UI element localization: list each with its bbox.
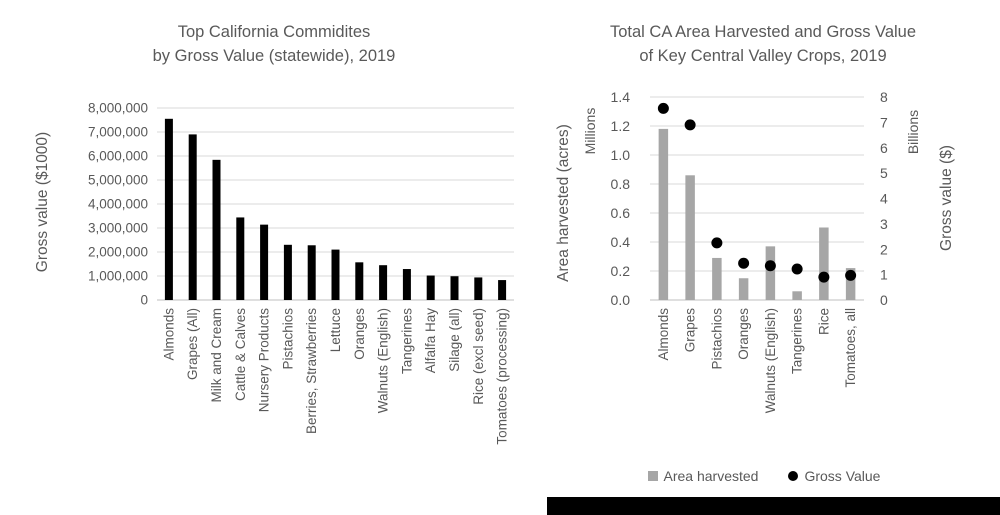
- right-tick-label: 2: [880, 241, 888, 257]
- bar: [283, 244, 292, 300]
- category-label: Walnuts (English): [763, 308, 778, 413]
- bar: [355, 262, 364, 300]
- bar: [307, 245, 316, 300]
- category-label: Rice: [816, 308, 831, 335]
- right-chart-title-line-1: Total CA Area Harvested and Gross Value: [609, 23, 917, 41]
- right-chart-title-line-2: of Key Central Valley Crops, 2019: [639, 47, 887, 65]
- bar: [450, 276, 459, 300]
- bar: [188, 134, 197, 300]
- area-harvested-bar: [845, 268, 856, 300]
- right-tick-label: 3: [880, 216, 888, 232]
- bar: [474, 277, 483, 300]
- y-tick-label: 7,000,000: [88, 125, 148, 140]
- left-tick-label: 1.2: [611, 118, 631, 134]
- area-harvested-bar: [738, 278, 749, 300]
- right-tick-label: 1: [880, 267, 888, 283]
- area-harvested-square-marker: [647, 471, 658, 481]
- left-tick-label: 0.4: [611, 234, 631, 250]
- bar: [212, 159, 221, 300]
- area-harvested-bar: [712, 257, 722, 300]
- gross-value-dot: [818, 271, 830, 283]
- left-tick-label: 0.8: [611, 176, 631, 192]
- y-tick-label: 6,000,000: [88, 149, 148, 164]
- category-label: Tomatoes, all: [843, 308, 858, 388]
- category-label: Grapes: [683, 308, 698, 353]
- category-label: Lettuce: [328, 308, 343, 352]
- right-tick-label: 4: [880, 191, 888, 207]
- right-tick-label: 5: [880, 165, 888, 181]
- category-label: Walnuts (English): [376, 308, 391, 413]
- gross-value-circle-marker: [788, 471, 799, 481]
- bar: [498, 280, 507, 300]
- right-chart-legend: Area harvested Gross Value: [534, 466, 994, 486]
- left-chart-title: Top California Commidites by Gross Value…: [94, 20, 454, 68]
- category-label: Tomatoes (processing): [495, 308, 510, 445]
- bar: [164, 118, 173, 300]
- category-label: Alfalfa Hay: [423, 308, 438, 374]
- category-label: Almonds: [161, 308, 176, 361]
- area-harvested-bar: [685, 175, 695, 300]
- gross-value-dot: [738, 257, 750, 269]
- category-label: Almonds: [656, 308, 671, 361]
- y-tick-label: 2,000,000: [88, 245, 148, 260]
- category-label: Cattle & Calves: [233, 308, 248, 401]
- bar: [260, 224, 269, 300]
- gross-value-dot: [764, 260, 776, 272]
- legend-item-gross-value: Gross Value: [788, 468, 880, 484]
- left-tick-label: 0.6: [611, 205, 631, 221]
- area-harvested-bar: [765, 246, 776, 300]
- area-harvested-bar: [658, 128, 669, 300]
- legend-item-area-harvested: Area harvested: [647, 468, 759, 484]
- y-tick-label: 8,000,000: [88, 101, 148, 116]
- gross-value-dot: [711, 237, 723, 249]
- left-tick-label: 1.0: [611, 147, 631, 163]
- category-label: Pistachios: [280, 308, 295, 370]
- y-tick-label: 5,000,000: [88, 173, 148, 188]
- y-tick-label: 1,000,000: [88, 269, 148, 284]
- bar: [402, 269, 411, 300]
- legend-label-gross-value: Gross Value: [804, 468, 881, 484]
- category-label: Milk and Cream: [209, 308, 224, 403]
- area-harvested-bar: [792, 291, 802, 300]
- left-chart-title-line-2: by Gross Value (statewide), 2019: [152, 47, 396, 65]
- left-tick-label: 1.4: [611, 89, 631, 105]
- left-tick-label: 0.0: [611, 292, 631, 308]
- category-label: Pistachios: [709, 308, 724, 370]
- right-tick-label: 6: [880, 140, 888, 156]
- bar: [331, 249, 340, 300]
- bar: [236, 217, 245, 300]
- black-redaction-bar: [547, 497, 1000, 515]
- category-label: Berries, Strawberries: [304, 308, 319, 434]
- right-tick-label: 0: [880, 292, 888, 308]
- right-tick-label: 7: [880, 114, 888, 130]
- bar: [426, 275, 435, 300]
- category-label: Tangerines: [399, 308, 414, 374]
- left-chart-title-line-1: Top California Commidites: [177, 23, 371, 41]
- category-label: Oranges: [736, 308, 751, 360]
- category-label: Rice (excl seed): [471, 308, 486, 405]
- legend-label-area-harvested: Area harvested: [663, 468, 759, 484]
- category-label: Silage (all): [447, 308, 462, 372]
- y-tick-label: 0: [140, 293, 148, 308]
- right-chart-title: Total CA Area Harvested and Gross Value …: [583, 20, 943, 68]
- bar: [379, 265, 388, 300]
- gross-value-dot: [845, 269, 857, 281]
- area-harvested-bar: [819, 227, 829, 300]
- y-tick-label: 4,000,000: [88, 197, 148, 212]
- category-label: Grapes (All): [185, 308, 200, 380]
- gross-value-dot: [791, 263, 803, 275]
- gross-value-dot: [684, 119, 696, 131]
- gross-value-dot: [657, 102, 669, 114]
- category-label: Tangerines: [790, 308, 805, 374]
- left-tick-label: 0.2: [611, 263, 631, 279]
- right-tick-label: 8: [880, 89, 888, 105]
- category-label: Oranges: [352, 308, 367, 360]
- category-label: Nursery Products: [257, 308, 272, 413]
- y-tick-label: 3,000,000: [88, 221, 148, 236]
